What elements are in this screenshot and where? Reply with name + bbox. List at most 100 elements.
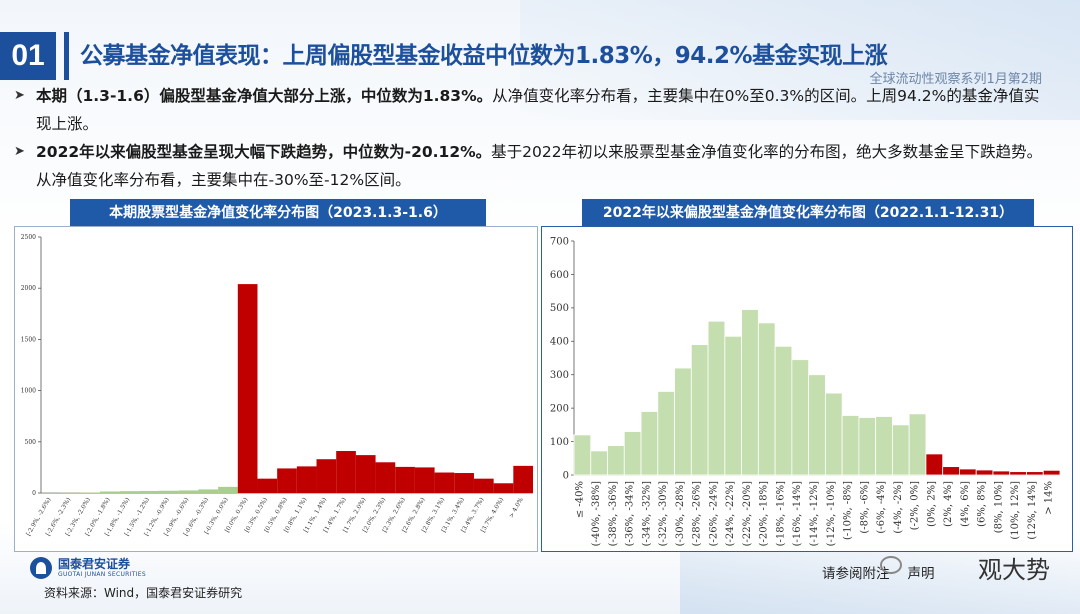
- chart-left-frame: 0 500 1000 1500 2000 2500 [-2.9%, -2.6%) [-2.6%…: [14, 226, 538, 552]
- bar: [218, 486, 238, 493]
- x-tick-label: (8%, 10%]: [993, 481, 1004, 533]
- y-tick-label: 300: [550, 370, 569, 381]
- x-tick-label: (-4%, -2%]: [893, 481, 904, 534]
- bar: [513, 465, 533, 493]
- source-note: 资料来源：Wind，国泰君安证券研究: [44, 586, 243, 600]
- bar: [80, 492, 101, 493]
- arrow-bullet-icon: ➤: [14, 88, 25, 103]
- bar: [808, 374, 826, 476]
- bar: [640, 411, 659, 476]
- bar: [159, 490, 179, 493]
- bar: [277, 468, 297, 493]
- x-tick-label: (-10%, -8%]: [843, 481, 854, 540]
- bar: [858, 417, 877, 476]
- logo-en-text: GUOTAI JUNAN SECURITIES: [58, 570, 146, 578]
- bar: [992, 470, 1011, 476]
- bullet-text: 从净值变化率分布看，主要集中在0%至0.3%的区间。上周94.2%的基金净值实现…: [36, 87, 1040, 133]
- slide-header: 01 公募基金净值表现：上周偏股型基金收益中位数为1.83%，94.2%基金实现…: [0, 20, 1080, 87]
- bar: [573, 434, 592, 476]
- bar: [1026, 471, 1044, 476]
- bar: [791, 359, 810, 476]
- x-tick-label: (0%, 2%]: [926, 481, 937, 527]
- bar: [316, 459, 337, 493]
- y-tick-label: 100: [550, 437, 569, 448]
- y-tick-label: 500: [25, 439, 37, 446]
- bar: [237, 284, 258, 493]
- bar: [908, 413, 927, 476]
- bar: [139, 490, 160, 493]
- y-tick-label: 1500: [21, 336, 36, 343]
- x-tick-label: (-26%, -24%]: [708, 481, 719, 546]
- background-decoration: [520, 0, 1080, 120]
- watermark-label: 观大势: [978, 556, 1050, 584]
- company-logo: 国泰君安证券 GUOTAI JUNAN SECURITIES: [30, 556, 146, 580]
- series-label: 全球流动性观察系列1月第2期: [869, 72, 1042, 87]
- y-tick-label: 1000: [21, 388, 36, 395]
- chart-title-left: 本期股票型基金净值变化率分布图（2023.1.3-1.6）: [70, 199, 486, 227]
- x-tick-label: (-38%, -36%]: [608, 481, 619, 546]
- disclaimer-text: 请参阅附注: [822, 566, 890, 582]
- bar: [690, 344, 709, 476]
- bar: [590, 450, 608, 476]
- disclaimer-tail-text: 声明: [907, 566, 935, 582]
- bar: [841, 415, 860, 476]
- bar: [824, 392, 843, 476]
- x-tick-label: (-30%, -28%]: [675, 481, 686, 546]
- bar: [942, 466, 960, 476]
- logo-cn-text: 国泰君安证券: [58, 556, 131, 571]
- x-tick-label: (-28%, -26%]: [692, 481, 703, 546]
- wechat-icon: [880, 556, 902, 574]
- arrow-bullet-icon: ➤: [14, 144, 25, 159]
- x-tick-label: (-36%, -34%]: [625, 481, 636, 546]
- bar: [395, 466, 415, 493]
- bar: [892, 424, 910, 476]
- bar: [414, 467, 435, 493]
- x-tick-label: (2%, 4%]: [943, 481, 954, 527]
- section-number: 01: [0, 32, 56, 80]
- bar: [741, 309, 759, 476]
- x-tick-label: (-34%, -32%]: [641, 481, 652, 546]
- x-tick-label: (-24%, -22%]: [725, 481, 736, 546]
- x-tick-label: (-40%, -38%]: [591, 481, 602, 546]
- x-tick-label: > 14%: [1044, 481, 1055, 515]
- watermark-text: 观大势: [978, 550, 1050, 585]
- bar: [336, 451, 356, 493]
- x-tick-label: (6%, 8%]: [977, 481, 988, 527]
- y-tick-label: 0: [563, 470, 569, 481]
- page-title: 公募基金净值表现：上周偏股型基金收益中位数为1.83%，94.2%基金实现上涨: [80, 43, 888, 69]
- chart-right: 0 100 200 300 400 500 600 700 ≤ -40% (-40%, -38%]…: [550, 236, 1061, 546]
- bar: [607, 445, 625, 476]
- bullet-bold-text: 本期（1.3-1.6）偏股型基金净值大部分上涨，中位数为1.83%。: [36, 87, 493, 105]
- y-tick-label: 500: [550, 303, 569, 314]
- bar: [355, 455, 376, 493]
- chart-right-frame: 0 100 200 300 400 500 600 700 ≤ -40% (-40%, -38%]…: [541, 226, 1073, 552]
- bullet-item: ➤ 本期（1.3-1.6）偏股型基金净值大部分上涨，中位数为1.83%。从净值变…: [14, 82, 1054, 138]
- y-tick-label: 0: [32, 490, 36, 497]
- y-tick-label: 200: [550, 403, 569, 414]
- bar: [198, 489, 219, 493]
- x-tick-label: ≤ -40%: [574, 481, 585, 518]
- bar: [375, 462, 396, 493]
- header-divider: [64, 32, 69, 80]
- bar: [100, 491, 120, 493]
- x-tick-label: (-16%, -14%]: [792, 481, 803, 546]
- bullet-item: ➤ 2022年以来偏股型基金呈现大幅下跌趋势，中位数为-20.12%。基于202…: [14, 138, 1054, 194]
- x-tick-label: (12%, 14%]: [1027, 481, 1038, 540]
- bar: [454, 473, 474, 493]
- y-tick-label: 400: [550, 337, 569, 348]
- bar: [1042, 469, 1061, 476]
- bar: [493, 483, 514, 493]
- chart-title-right: 2022年以来偏股型基金净值变化率分布图（2022.1.1-12.31）: [582, 199, 1034, 227]
- x-tick-label: (-8%, -6%]: [859, 481, 870, 534]
- bar: [119, 491, 140, 493]
- bullet-bold-text: 2022年以来偏股型基金呈现大幅下跌趋势，中位数为-20.12%。: [36, 143, 492, 161]
- x-tick-label: (-12%, -10%]: [826, 481, 837, 546]
- bar: [473, 478, 494, 493]
- x-tick-label: (-22%, -20%]: [742, 481, 753, 546]
- bar: [925, 453, 944, 476]
- bar: [623, 431, 642, 476]
- bar: [757, 322, 776, 476]
- background-decoration-bottom: [680, 544, 1080, 614]
